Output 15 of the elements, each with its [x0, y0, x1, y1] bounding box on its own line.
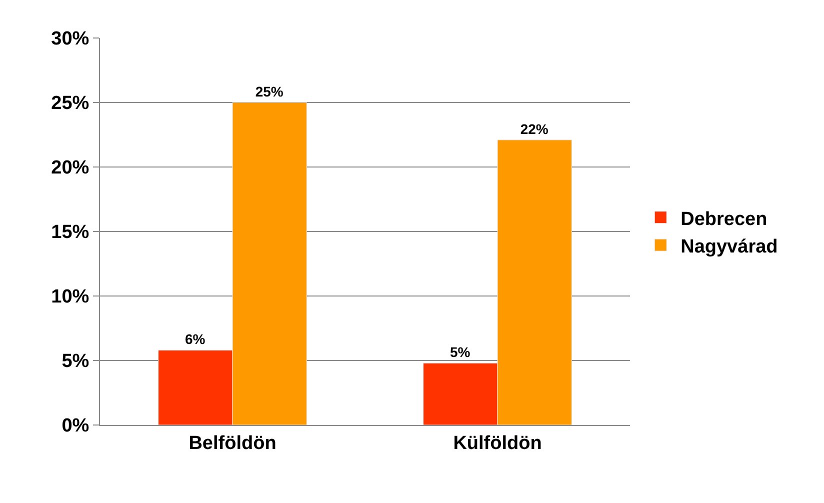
legend-label: Debrecen — [680, 208, 768, 230]
y-tick-label: 20% — [51, 158, 90, 179]
y-tick-label: 5% — [62, 351, 90, 372]
y-tick-label: 0% — [62, 416, 90, 437]
y-tick-label: 25% — [51, 93, 90, 114]
data-label: 22% — [520, 120, 549, 137]
y-tick-label: 10% — [51, 286, 90, 308]
y-tick-label: 30% — [51, 28, 90, 50]
data-label: 5% — [450, 344, 471, 360]
data-label: 6% — [185, 331, 206, 348]
y-tick-label: 15% — [51, 222, 90, 244]
x-tick-label: Külföldön — [453, 432, 542, 454]
x-tick-label: Belföldön — [188, 432, 276, 454]
legend-label: Nagyvárad — [680, 236, 778, 258]
data-label: 25% — [255, 84, 284, 100]
